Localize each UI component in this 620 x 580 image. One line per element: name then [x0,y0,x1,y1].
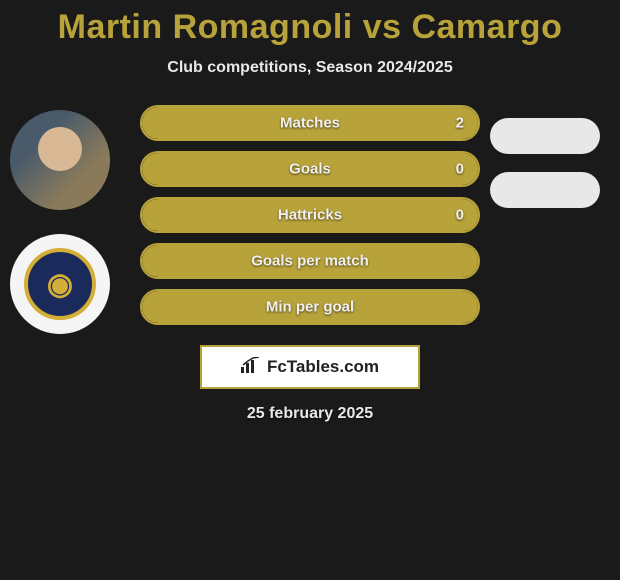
page-title: Martin Romagnoli vs Camargo [0,8,620,47]
stat-pill [490,172,600,208]
stat-pill [490,118,600,154]
player-avatar [10,110,110,210]
bar-label: Matches [142,115,478,132]
club-avatar: ◉ [10,234,110,334]
chart-icon [241,357,261,378]
bar-value: 0 [456,161,464,178]
stat-bar-matches: Matches 2 [140,105,480,141]
brand-badge[interactable]: FcTables.com [200,345,420,389]
stat-bar-min-per-goal: Min per goal [140,289,480,325]
bar-label: Goals per match [142,253,478,270]
subtitle: Club competitions, Season 2024/2025 [0,59,620,77]
bar-label: Hattricks [142,207,478,224]
bar-label: Goals [142,161,478,178]
date-label: 25 february 2025 [0,405,620,423]
stat-bar-goals-per-match: Goals per match [140,243,480,279]
stat-bar-hattricks: Hattricks 0 [140,197,480,233]
stat-bar-goals: Goals 0 [140,151,480,187]
bar-value: 2 [456,115,464,132]
avatar-column: ◉ [10,110,110,334]
right-pill-column [490,118,600,208]
stat-bars: Matches 2 Goals 0 Hattricks 0 Goals per … [140,105,480,325]
player-head-icon [38,127,82,171]
brand-name: FcTables.com [267,357,379,377]
bar-value: 0 [456,207,464,224]
club-logo: ◉ [24,248,96,320]
comparison-card: Martin Romagnoli vs Camargo Club competi… [0,0,620,423]
bar-label: Min per goal [142,299,478,316]
puma-icon: ◉ [47,267,73,302]
